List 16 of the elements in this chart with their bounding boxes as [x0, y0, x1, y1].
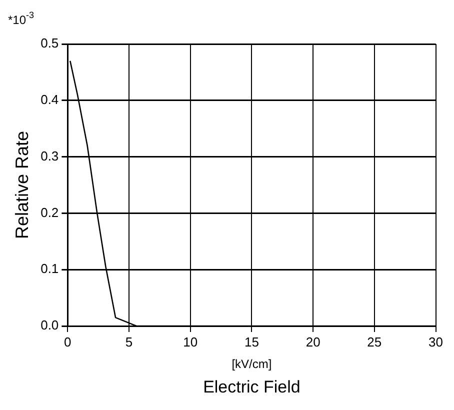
- x-tick-label: 30: [428, 334, 444, 350]
- y-tick-label: 0.5: [40, 36, 59, 51]
- text: [kV/cm]: [232, 357, 272, 371]
- x-tick-label: 25: [367, 334, 382, 350]
- x-tick-label: 0: [64, 334, 72, 350]
- x-tick-label: 20: [306, 334, 320, 350]
- x-axis-title: Electric Field: [203, 377, 300, 396]
- x-tick-label: 15: [244, 334, 259, 350]
- x-tick-label: 10: [183, 334, 198, 350]
- y-tick-label: 0.3: [40, 148, 59, 164]
- x-tick-label: 5: [125, 334, 133, 350]
- y-axis-title: Relative Rate: [12, 130, 32, 240]
- y-tick-label: 0.2: [40, 204, 59, 220]
- y-tick-label: 0.4: [40, 92, 59, 107]
- y-tick-label: 0.0: [40, 318, 59, 333]
- y-tick-label: 0.1: [40, 261, 59, 276]
